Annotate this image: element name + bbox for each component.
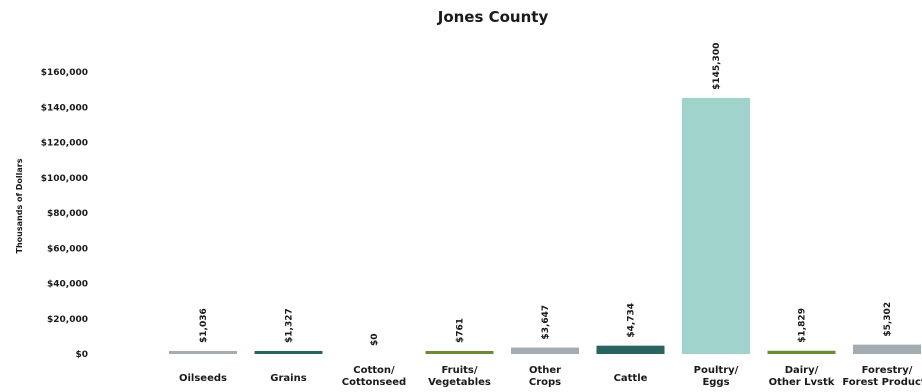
bar xyxy=(682,97,750,354)
bars xyxy=(169,97,921,354)
category-label: Poultry/ xyxy=(694,365,739,376)
data-label: $1,036 xyxy=(199,308,209,343)
y-axis-ticks: $0 $20,000 $40,000 $60,000 $80,000 $100,000 $1… xyxy=(41,68,88,360)
data-label: $3,647 xyxy=(541,305,551,340)
bar xyxy=(169,351,237,354)
y-tick-label: $140,000 xyxy=(41,103,88,113)
y-tick-label: $20,000 xyxy=(47,315,88,325)
category-label: Oilseeds xyxy=(179,373,227,384)
bar xyxy=(767,350,836,354)
category-label: Forest Products xyxy=(842,377,922,388)
category-label: Other xyxy=(529,365,561,376)
category-label: Cottonseed xyxy=(342,377,406,388)
data-label: $145,300 xyxy=(712,43,722,90)
category-label: Fruits/ xyxy=(441,365,477,376)
y-tick-label: $120,000 xyxy=(41,139,88,149)
data-label: $0 xyxy=(370,333,380,346)
bar xyxy=(853,344,921,354)
y-tick-label: $80,000 xyxy=(47,209,88,219)
category-labels: Oilseeds Grains Cotton/Cottonseed Fruits/Ve… xyxy=(179,365,922,388)
category-label: Vegetables xyxy=(428,377,491,388)
data-label: $761 xyxy=(456,318,466,343)
y-tick-label: $160,000 xyxy=(41,68,88,78)
category-label: Cotton/ xyxy=(353,365,395,376)
data-label: $1,829 xyxy=(798,308,808,343)
y-tick-label: $100,000 xyxy=(41,174,88,184)
bar xyxy=(425,351,494,354)
data-label: $5,302 xyxy=(883,302,893,337)
category-label: Other Lvstk xyxy=(769,377,835,388)
bar xyxy=(596,345,665,354)
y-tick-label: $40,000 xyxy=(47,280,88,290)
category-label: Cattle xyxy=(614,373,648,384)
bar xyxy=(254,351,323,354)
category-label: Crops xyxy=(529,377,561,388)
data-label: $1,327 xyxy=(285,308,295,343)
bar xyxy=(511,347,579,354)
chart-title: Jones County xyxy=(437,8,549,26)
y-tick-label: $0 xyxy=(75,350,88,360)
y-tick-label: $60,000 xyxy=(47,244,88,254)
y-axis-label: Thousands of Dollars xyxy=(15,158,24,253)
category-label: Eggs xyxy=(702,377,729,388)
category-label: Dairy/ xyxy=(785,365,819,376)
data-labels: $1,036 $1,327 $0 $761 $3,647 $4,734 $145,300 $1… xyxy=(199,43,893,346)
category-label: Forestry/ xyxy=(862,365,913,376)
data-label: $4,734 xyxy=(627,303,637,338)
category-label: Grains xyxy=(270,373,306,384)
